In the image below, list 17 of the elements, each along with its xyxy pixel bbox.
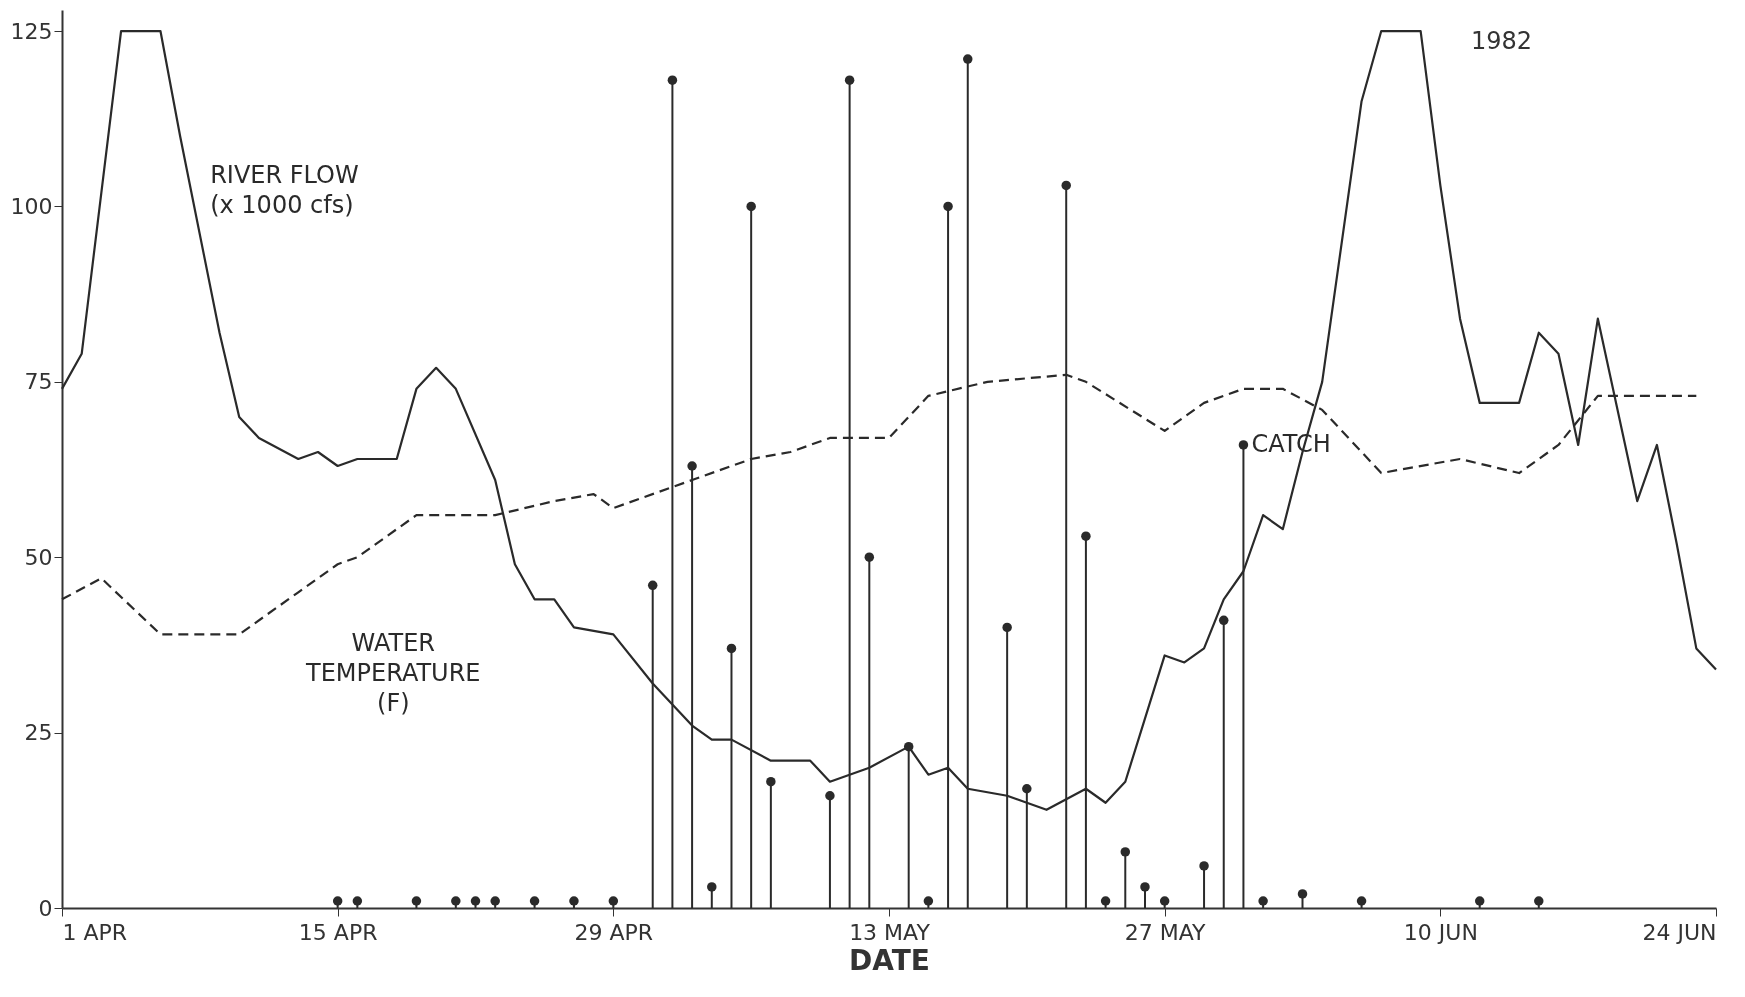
y-tick-label: 0 xyxy=(38,895,53,921)
x-tick-label: 24 JUN xyxy=(1642,919,1717,945)
x-tick-label: 1 APR xyxy=(62,919,128,945)
y-tick-label: 100 xyxy=(10,193,53,219)
x-tick-label: 15 APR xyxy=(298,919,378,945)
x-axis-title: DATE xyxy=(849,943,930,977)
y-tick-label: 125 xyxy=(10,18,53,44)
x-tick-label: 13 MAY xyxy=(849,919,931,945)
y-tick-label: 50 xyxy=(24,544,53,570)
annotation: 1982 xyxy=(1470,27,1532,55)
x-tick-label: 29 APR xyxy=(574,919,654,945)
series-label: RIVER FLOW (x 1000 cfs) xyxy=(210,161,359,220)
x-tick-label: 10 JUN xyxy=(1403,919,1478,945)
y-tick-label: 25 xyxy=(24,720,53,746)
x-tick-label: 27 MAY xyxy=(1124,919,1207,945)
series-label: WATER TEMPERATURE (F) xyxy=(305,629,481,718)
y-tick-label: 75 xyxy=(24,369,53,395)
